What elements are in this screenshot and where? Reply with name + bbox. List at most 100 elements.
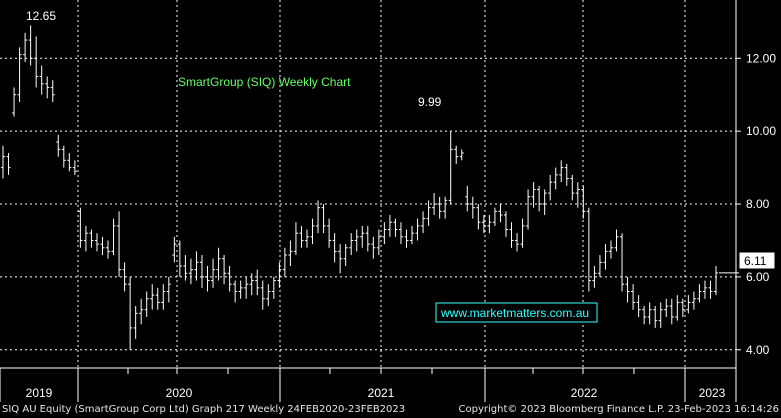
ohlc-bar: [365, 225, 370, 252]
ohlc-bar: [608, 240, 613, 259]
ohlc-bar: [382, 222, 387, 245]
ohlc-bar: [680, 298, 685, 317]
ohlc-bar: [515, 233, 520, 252]
price-bars: [1, 25, 718, 350]
ohlc-bar: [28, 25, 33, 66]
ohlc-bar: [537, 185, 542, 212]
ohlc-bar: [647, 302, 652, 325]
ohlc-bar: [481, 214, 486, 234]
annotation-high-2021: 9.99: [418, 95, 442, 109]
footer-bar: SIQ AU Equity (SmartGroup Corp Ltd) Grap…: [0, 402, 781, 418]
ohlc-bar: [244, 276, 249, 299]
ohlc-bar: [702, 280, 707, 299]
ohlc-bar: [266, 284, 271, 307]
last-price-label: 6.11: [744, 254, 767, 268]
ohlc-bar: [636, 295, 641, 317]
ohlc-bar: [78, 207, 83, 248]
ohlc-bar: [564, 163, 569, 186]
ohlc-bar: [586, 207, 591, 292]
ohlc-bar: [570, 174, 575, 201]
ohlc-bar: [487, 214, 492, 234]
ohlc-bar: [426, 200, 431, 226]
ohlc-bar: [211, 258, 216, 288]
ohlc-bar: [310, 218, 315, 245]
ohlc-bar: [625, 276, 630, 303]
ohlc-bar: [83, 225, 88, 252]
ohlc-bar: [398, 222, 403, 245]
ohlc-bar: [199, 255, 204, 288]
ohlc-bar: [128, 276, 133, 350]
ohlc-bar: [17, 47, 22, 103]
ohlc-bar: [293, 222, 298, 256]
ohlc-bar: [642, 306, 647, 325]
ohlc-bar: [6, 153, 11, 175]
ohlc-bar: [288, 240, 293, 266]
ohlc-bar: [222, 255, 227, 285]
ohlc-bar: [459, 149, 464, 161]
ohlc-bar: [415, 218, 420, 241]
ohlc-bar: [216, 247, 221, 281]
ohlc-bar: [531, 182, 536, 208]
ohlc-bar: [133, 306, 138, 339]
ohlc-bar: [470, 196, 475, 219]
ohlc-bar: [620, 233, 625, 292]
axes: 12.00 10.00 8.00 6.00 4.00 2019 2020 2021 2022 20…: [0, 0, 776, 402]
ohlc-bar: [437, 196, 442, 219]
ohlc-bar: [520, 218, 525, 248]
ohlc-bar: [559, 160, 564, 183]
ohlc-bar: [410, 225, 415, 245]
ohlc-bar: [166, 276, 171, 303]
ohlc-bar: [139, 298, 144, 325]
ohlc-bar: [67, 153, 72, 172]
ohlc-bar: [603, 244, 608, 270]
ohlc-bar: [443, 196, 448, 219]
ohlc-bar: [238, 280, 243, 299]
y-tick-label: 8.00: [746, 197, 770, 211]
ohlc-bar: [448, 131, 453, 205]
last-price-box: [738, 251, 776, 270]
ohlc-bar: [553, 167, 558, 190]
ohlc-bar: [360, 225, 365, 248]
ohlc-bar: [387, 214, 392, 237]
ohlc-bar: [122, 262, 127, 292]
ohlc-bar: [454, 145, 459, 164]
ohlc-bar: [371, 236, 376, 259]
ohlc-bar: [592, 265, 597, 288]
ohlc-bar: [708, 280, 713, 299]
ohlc-bar: [61, 145, 66, 168]
ohlc-bar: [227, 265, 232, 292]
x-tick-label: 2021: [368, 386, 395, 400]
ohlc-bar: [653, 306, 658, 328]
ohlc-bar: [421, 211, 426, 234]
ohlc-bar: [177, 240, 182, 277]
y-tick-label: 10.00: [746, 124, 776, 138]
ohlc-bar: [354, 229, 359, 252]
ohlc-bar: [675, 295, 680, 321]
ohlc-bar: [155, 287, 160, 310]
ohlc-bar: [183, 255, 188, 281]
ohlc-bar: [327, 218, 332, 248]
ohlc-bar: [12, 87, 17, 117]
ohlc-bar: [349, 233, 354, 256]
ohlc-bar: [343, 244, 348, 266]
ohlc-bar: [150, 284, 155, 310]
footer-security-info: SIQ AU Equity (SmartGroup Corp Ltd) Grap…: [2, 404, 406, 415]
x-tick-label: 2022: [571, 386, 598, 400]
ohlc-bar: [509, 222, 514, 248]
ohlc-bar: [597, 255, 602, 277]
ohlc-bar: [45, 76, 50, 99]
ohlc-bar: [299, 225, 304, 248]
ohlc-bar: [404, 229, 409, 248]
ohlc-bar: [669, 298, 674, 325]
ohlc-bar: [205, 265, 210, 292]
ohlc-bar: [106, 240, 111, 259]
ohlc-bar: [56, 134, 61, 157]
ohlc-bar: [34, 36, 39, 88]
ohlc-bar: [332, 233, 337, 263]
watermark-box: [435, 302, 598, 323]
ohlc-bar: [304, 229, 309, 248]
ohlc-bar: [94, 233, 99, 252]
ohlc-bar: [72, 160, 77, 175]
ohlc-bar: [321, 204, 326, 234]
ohlc-bar: [100, 236, 105, 256]
